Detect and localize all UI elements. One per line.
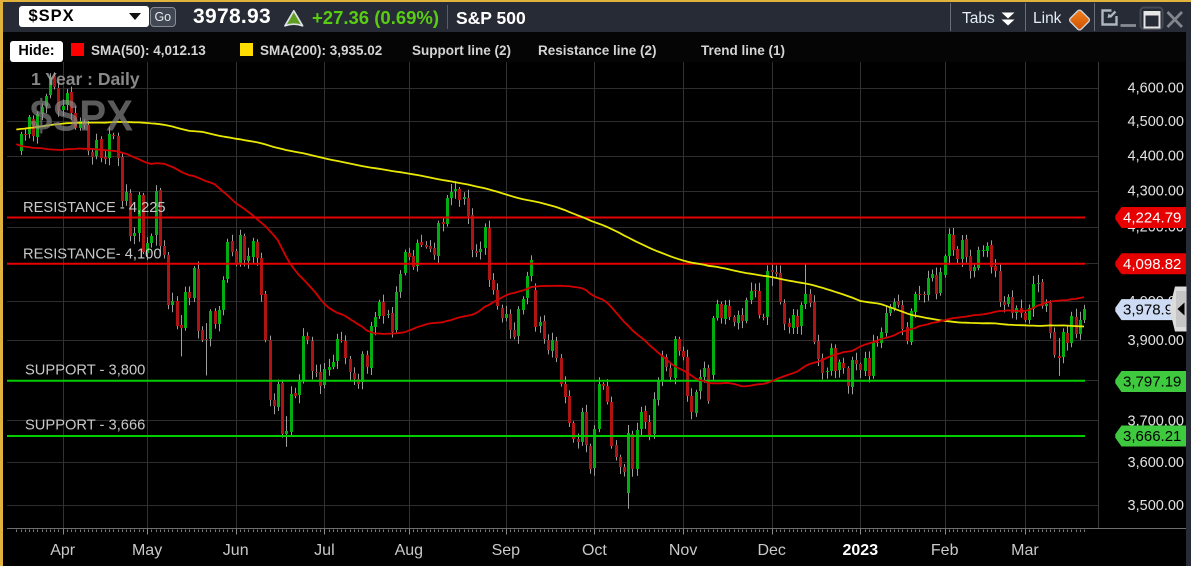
svg-text:3,500.00: 3,500.00	[1128, 498, 1184, 514]
svg-text:$SPX: $SPX	[30, 92, 133, 141]
svg-text:Feb: Feb	[931, 542, 959, 559]
svg-text:Dec: Dec	[757, 542, 785, 559]
svg-text:4,098.82: 4,098.82	[1123, 256, 1181, 273]
svg-text:4,224.79: 4,224.79	[1123, 210, 1181, 227]
svg-text:4,400.00: 4,400.00	[1128, 149, 1184, 165]
svg-text:Mar: Mar	[1011, 542, 1039, 559]
svg-text:3,666.21: 3,666.21	[1123, 428, 1181, 445]
svg-text:3,900.00: 3,900.00	[1128, 333, 1184, 349]
svg-text:3,600.00: 3,600.00	[1128, 455, 1184, 471]
svg-text:3,797.19: 3,797.19	[1123, 374, 1181, 391]
svg-text:SUPPORT - 3,800: SUPPORT - 3,800	[25, 363, 145, 379]
svg-text:3,978.93: 3,978.93	[1123, 302, 1181, 319]
svg-text:3,700.00: 3,700.00	[1128, 413, 1184, 429]
svg-text:SUPPORT - 3,666: SUPPORT - 3,666	[25, 418, 145, 434]
svg-text:Apr: Apr	[50, 542, 76, 559]
svg-text:Jun: Jun	[223, 542, 249, 559]
svg-text:Nov: Nov	[669, 542, 697, 559]
svg-text:Oct: Oct	[582, 542, 607, 559]
svg-text:4,300.00: 4,300.00	[1128, 184, 1184, 200]
svg-text:2023: 2023	[843, 542, 879, 559]
svg-text:Jul: Jul	[314, 542, 334, 559]
svg-text:4,600.00: 4,600.00	[1128, 81, 1184, 97]
svg-text:May: May	[132, 542, 162, 559]
svg-text:1 Year : Daily: 1 Year : Daily	[31, 69, 140, 89]
svg-text:RESISTANCE- 4,100: RESISTANCE- 4,100	[23, 247, 162, 263]
svg-text:Sep: Sep	[492, 542, 521, 559]
svg-text:4,500.00: 4,500.00	[1128, 114, 1184, 130]
svg-text:Aug: Aug	[395, 542, 423, 559]
svg-text:RESISTANCE - 4,225: RESISTANCE - 4,225	[23, 200, 166, 216]
